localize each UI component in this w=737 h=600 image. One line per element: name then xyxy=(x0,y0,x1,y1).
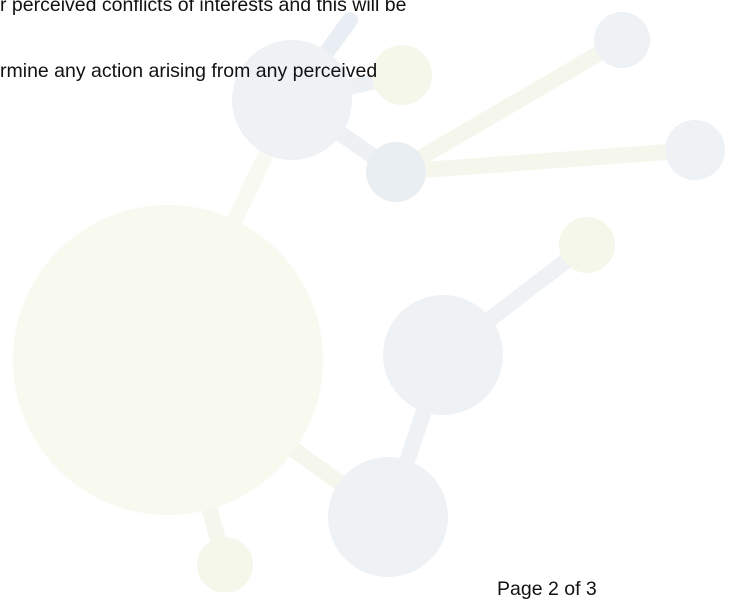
body-line: rmine any action arising from any percei… xyxy=(0,62,377,82)
body-line: r perceived conflicts of interests and t… xyxy=(0,0,406,16)
page-number: Page 2 of 3 xyxy=(497,580,597,600)
decorative-network xyxy=(0,0,737,592)
page: r perceived conflicts of interests and t… xyxy=(0,0,737,592)
